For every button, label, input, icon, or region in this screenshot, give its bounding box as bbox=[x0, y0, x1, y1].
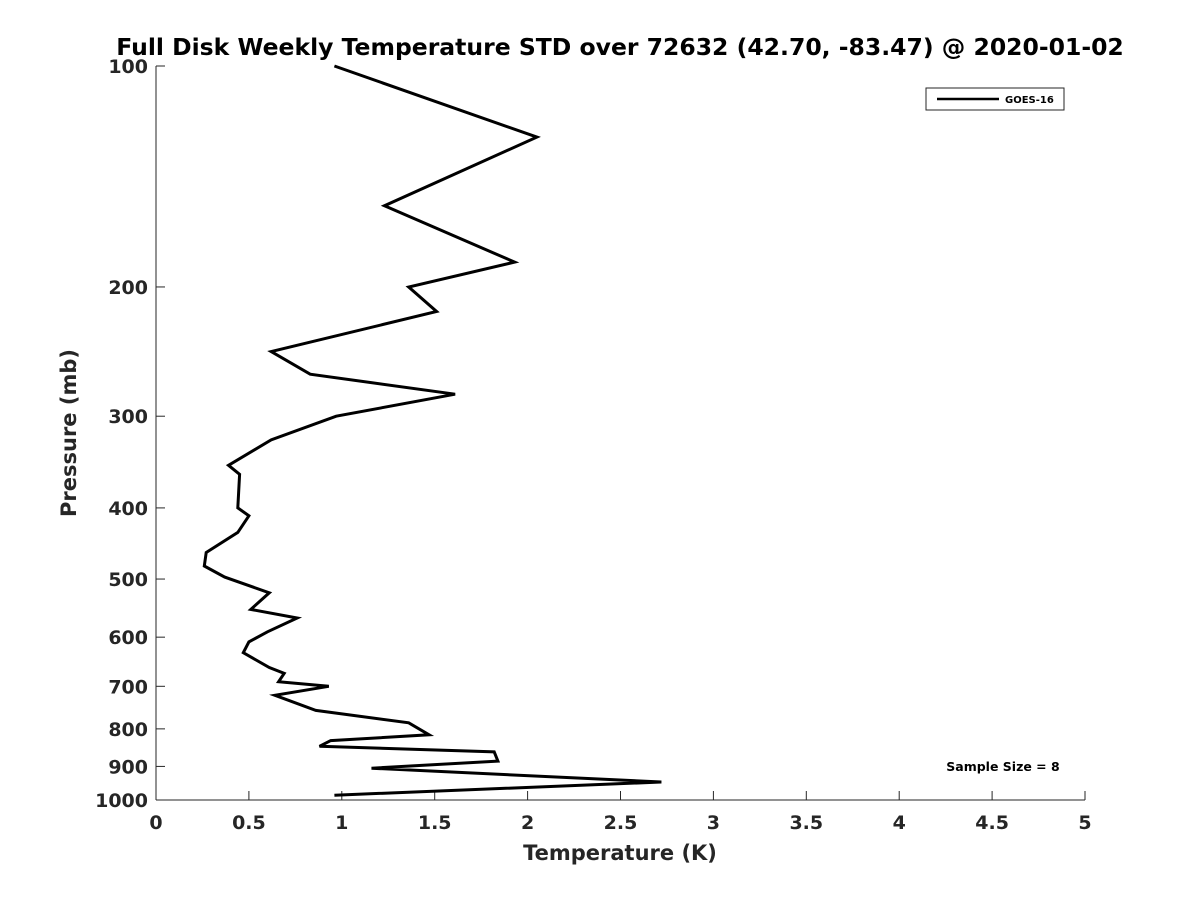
x-axis-label: Temperature (K) bbox=[523, 841, 717, 865]
y-tick-label: 800 bbox=[108, 719, 148, 741]
series-line-goes-16 bbox=[202, 64, 662, 797]
x-tick-label: 4 bbox=[893, 812, 906, 834]
x-tick-label: 1.5 bbox=[418, 812, 452, 834]
chart-title: Full Disk Weekly Temperature STD over 72… bbox=[116, 33, 1124, 61]
y-tick-label: 600 bbox=[108, 627, 148, 649]
x-tick-label: 1 bbox=[335, 812, 348, 834]
y-tick-label: 500 bbox=[108, 569, 148, 591]
y-tick-label: 700 bbox=[108, 676, 148, 698]
y-tick-label: 100 bbox=[108, 56, 148, 78]
y-tick-label: 1000 bbox=[95, 790, 148, 812]
y-tick-label: 900 bbox=[108, 756, 148, 778]
plot-area bbox=[156, 66, 1085, 800]
series-layer bbox=[202, 64, 662, 797]
x-tick-label: 2 bbox=[521, 812, 534, 834]
y-tick-label: 400 bbox=[108, 498, 148, 520]
y-axis-label: Pressure (mb) bbox=[57, 349, 81, 517]
x-axis-ticks: 0 0.5 1 1.5 2 2.5 3 3.5 4 4.5 5 bbox=[149, 791, 1092, 834]
x-tick-label: 3.5 bbox=[789, 812, 823, 834]
y-tick-label: 200 bbox=[108, 277, 148, 299]
x-tick-label: 4.5 bbox=[975, 812, 1009, 834]
legend: GOES-16 bbox=[925, 87, 1065, 111]
sample-size-annotation: Sample Size = 8 bbox=[946, 759, 1059, 774]
x-tick-label: 2.5 bbox=[604, 812, 638, 834]
y-axis-ticks: 100 200 300 400 500 600 700 800 900 1000 bbox=[95, 56, 165, 812]
y-tick-label: 300 bbox=[108, 406, 148, 428]
legend-label: GOES-16 bbox=[1005, 95, 1054, 106]
x-tick-label: 0.5 bbox=[232, 812, 266, 834]
x-tick-label: 5 bbox=[1078, 812, 1091, 834]
x-tick-label: 0 bbox=[149, 812, 162, 834]
x-tick-label: 3 bbox=[707, 812, 720, 834]
